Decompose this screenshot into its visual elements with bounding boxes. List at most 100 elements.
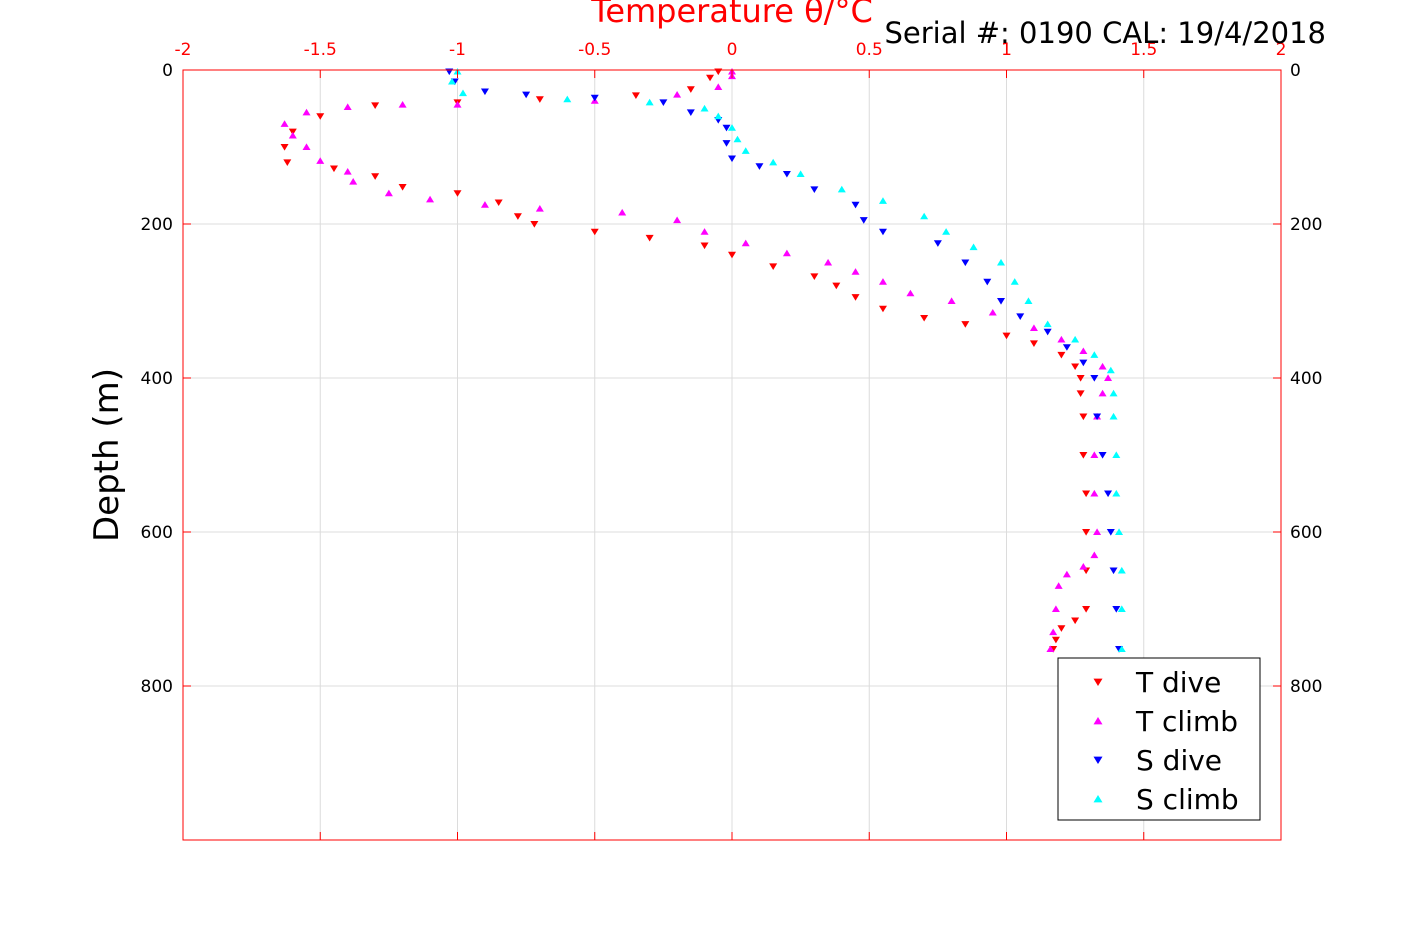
data-point [1062, 344, 1071, 351]
data-point [280, 120, 289, 127]
data-point [1079, 563, 1088, 570]
data-point [1112, 489, 1121, 497]
data-point [1046, 645, 1055, 653]
data-point [1090, 551, 1099, 559]
data-point [1054, 582, 1063, 589]
legend-marker [1093, 678, 1103, 687]
data-point [686, 109, 695, 116]
x-tick-label: -2 [175, 40, 192, 60]
data-point [1104, 374, 1113, 381]
data-point [645, 234, 654, 242]
data-point [1082, 606, 1091, 613]
data-point [448, 77, 457, 85]
x-tick-label: 0.5 [856, 40, 883, 60]
data-point [1076, 375, 1085, 382]
y-tick-label-left: 200 [141, 215, 173, 235]
data-point [741, 147, 750, 154]
data-point [1043, 328, 1052, 336]
data-point [1082, 529, 1091, 536]
data-point [302, 108, 311, 116]
data-point [590, 94, 599, 102]
legend-label: T dive [1135, 666, 1221, 699]
data-point [961, 259, 970, 267]
data-point [920, 314, 929, 322]
data-point [316, 157, 325, 164]
data-point [1117, 605, 1126, 612]
legend-label: S climb [1136, 783, 1239, 816]
x-tick-label: -1 [449, 40, 466, 60]
y-tick-label-right: 0 [1290, 61, 1301, 81]
data-point [426, 195, 435, 203]
data-point [1090, 351, 1099, 358]
data-point [851, 268, 860, 275]
data-point [942, 228, 951, 235]
data-point [769, 158, 778, 166]
y-tick-label-left: 0 [162, 61, 173, 81]
series-t-climb [280, 67, 1113, 653]
data-point [1051, 636, 1060, 644]
data-point [728, 124, 736, 131]
data-point [1016, 313, 1025, 320]
data-point [316, 113, 325, 120]
data-point [782, 249, 791, 257]
data-point [700, 104, 709, 112]
data-point [988, 308, 997, 316]
y-tick-label-left: 600 [141, 523, 173, 543]
data-point [997, 298, 1006, 305]
data-point [1079, 452, 1088, 459]
data-point [535, 96, 544, 103]
data-point [530, 221, 539, 228]
data-point [398, 184, 407, 191]
data-point [1106, 366, 1115, 374]
x-tick-label: 2 [1276, 40, 1287, 60]
data-point [453, 101, 462, 108]
data-point [1082, 490, 1091, 498]
data-point [631, 92, 640, 100]
data-point [782, 170, 791, 178]
legend-box [1057, 657, 1261, 821]
y-tick-label-left: 400 [141, 369, 173, 389]
data-point [983, 278, 992, 286]
data-point [878, 197, 887, 204]
data-point [700, 242, 709, 250]
data-point [371, 102, 380, 110]
data-point [343, 103, 352, 110]
legend-marker [1093, 756, 1103, 765]
data-point [1090, 451, 1099, 458]
data-point [1112, 451, 1121, 458]
data-point [1117, 645, 1126, 653]
chart-title: Temperature θ/°C [590, 0, 873, 30]
data-point [1057, 625, 1066, 632]
data-point [1076, 390, 1085, 397]
data-point [1106, 529, 1115, 536]
data-point [1057, 351, 1066, 359]
legend-label: S dive [1136, 744, 1222, 777]
x-tick-label: -1.5 [304, 40, 337, 60]
data-point [1062, 570, 1071, 578]
x-tick-label: 0 [727, 40, 738, 60]
data-point [563, 95, 572, 103]
x-tick-label: 1 [1001, 40, 1012, 60]
data-point [645, 98, 654, 106]
data-point [755, 163, 764, 170]
data-point [280, 144, 289, 151]
data-point [1079, 359, 1088, 367]
legend-marker [1093, 794, 1103, 803]
data-point [851, 201, 860, 209]
data-point [1071, 617, 1080, 625]
data-point [1079, 413, 1088, 421]
y-axis-label: Depth (m) [87, 368, 127, 542]
x-tick-label: 1.5 [1130, 40, 1157, 60]
data-point [480, 88, 489, 96]
data-point [733, 135, 742, 143]
data-point [1029, 340, 1038, 347]
data-point [997, 258, 1006, 266]
data-point [1109, 412, 1118, 420]
data-point [513, 213, 522, 220]
data-point [933, 240, 942, 247]
data-point [1109, 389, 1118, 397]
data-point [722, 124, 731, 132]
data-point [302, 143, 311, 150]
